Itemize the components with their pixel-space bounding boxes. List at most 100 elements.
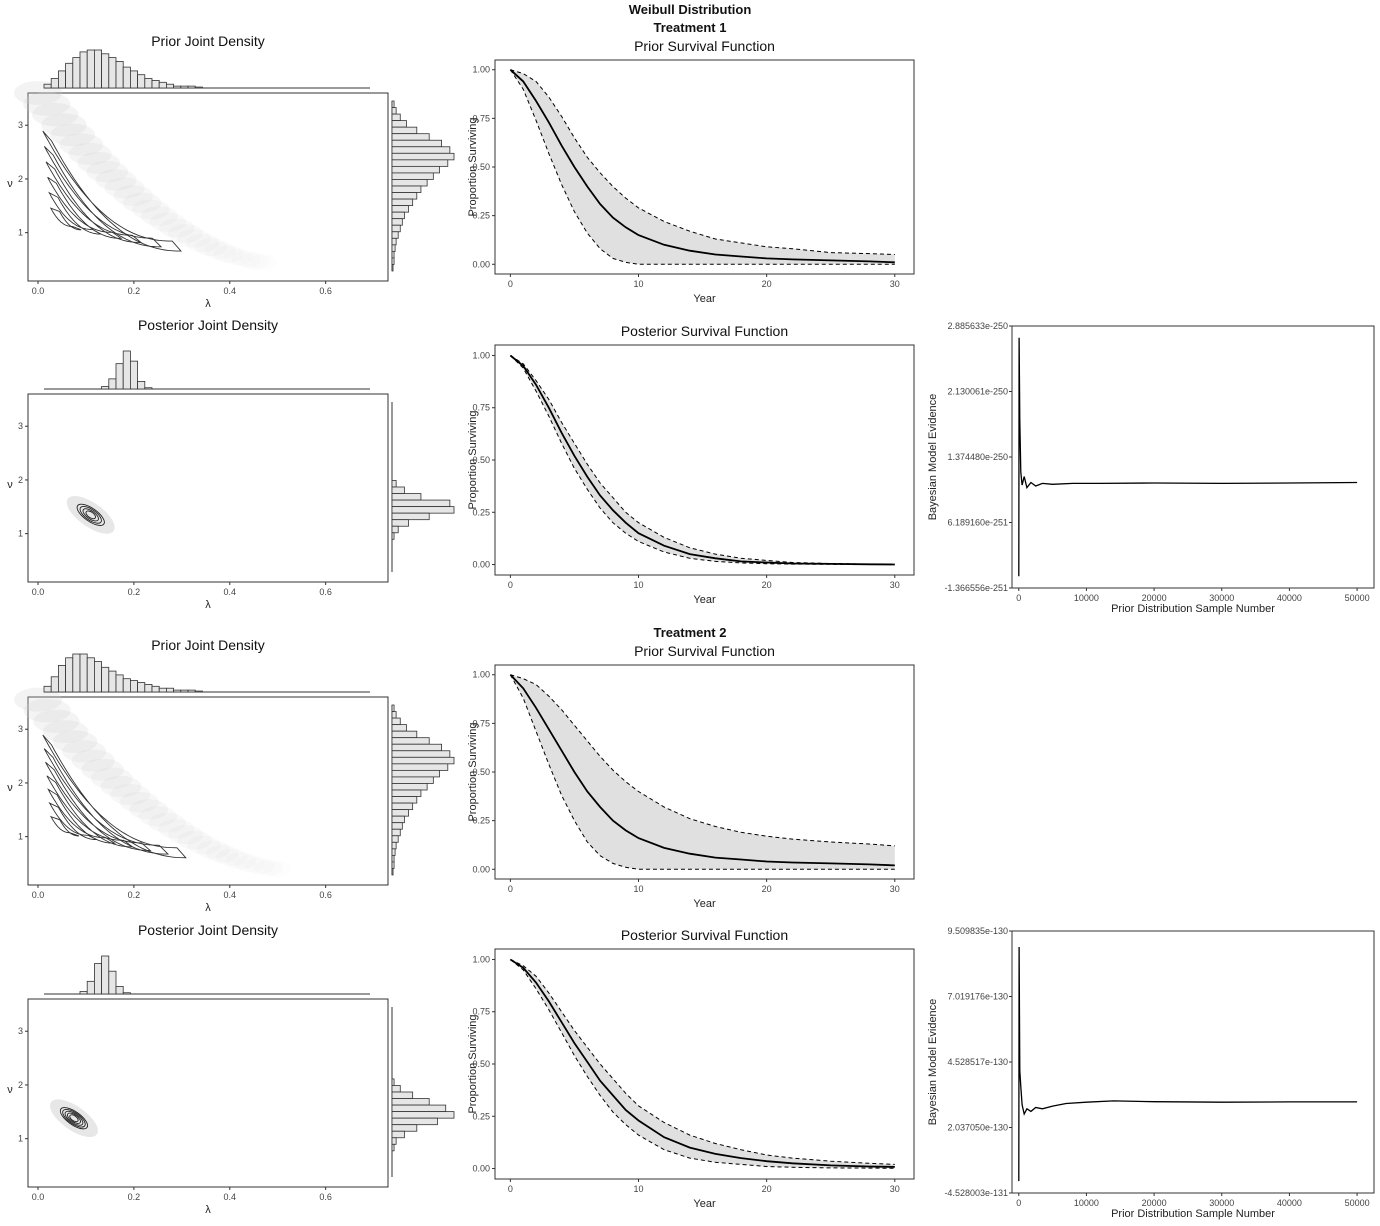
- lambda-histogram-bar: [108, 670, 117, 693]
- lambda-histogram-bar: [115, 986, 124, 995]
- density-blob: [176, 229, 212, 248]
- x-axis-label: λ: [205, 902, 211, 914]
- x-tick-label: 30: [890, 279, 900, 289]
- y-tick-label: 2: [18, 1080, 23, 1090]
- t1-prior-survival-chart: Prior Survival Function 0 10 20 30 0.00 0.25 0.…: [467, 38, 915, 305]
- y-axis-label: Proportion Surviving: [467, 722, 479, 821]
- chart-title: Posterior Joint Density: [138, 317, 278, 333]
- density-blob: [254, 859, 283, 876]
- density-contour: [47, 176, 123, 239]
- x-tick-label: 0.2: [128, 1192, 141, 1202]
- x-tick-label: 0: [1016, 593, 1021, 603]
- density-contour: [45, 161, 143, 244]
- lambda-histogram-bar: [94, 49, 103, 89]
- y-tick-label: 4.528517e-130: [947, 1057, 1008, 1067]
- y-axis-label: Bayesian Model Evidence: [927, 394, 939, 521]
- nu-histogram-bar: [391, 218, 403, 226]
- nu-histogram-bar: [391, 1098, 430, 1106]
- density-blob: [215, 848, 248, 867]
- lambda-histogram-bar: [144, 684, 153, 693]
- nu-histogram-bar: [391, 1143, 395, 1152]
- lambda-histogram-bar: [108, 378, 117, 390]
- y-tick-label: -4.528003e-131: [944, 1188, 1008, 1198]
- nu-histogram-bar: [391, 1091, 414, 1099]
- x-tick-label: 20000: [1142, 1198, 1167, 1208]
- density-blob: [41, 113, 87, 137]
- x-tick-label: 10: [634, 279, 644, 289]
- lambda-histogram-bar: [129, 70, 138, 89]
- nu-histogram-bar: [391, 756, 455, 765]
- density-blob: [177, 830, 213, 850]
- x-tick-label: 0.4: [224, 286, 237, 296]
- y-tick-label: 2.037050e-130: [947, 1123, 1008, 1133]
- density-cloud: [66, 496, 115, 534]
- y-axis-label: ν: [7, 782, 13, 794]
- y-tick-label: 0.50: [472, 1059, 490, 1069]
- lambda-histogram-bar: [122, 992, 131, 995]
- median-survival-line: [509, 958, 895, 1168]
- lambda-histogram-bar: [187, 85, 196, 89]
- nu-histogram-bar: [391, 848, 396, 856]
- lambda-histogram-bar: [43, 685, 52, 693]
- nu-histogram-bar: [391, 107, 397, 115]
- x-tick-label: 0.2: [128, 587, 141, 597]
- chart-title: Prior Survival Function: [634, 38, 775, 54]
- evidence-trace-line: [1018, 946, 1358, 1182]
- density-blob: [204, 242, 236, 260]
- y-tick-label: 0.25: [472, 211, 490, 221]
- density-blob: [23, 92, 71, 116]
- lambda-histogram-bar: [122, 678, 131, 693]
- nu-histogram-bar: [391, 185, 422, 193]
- density-blob: [225, 852, 257, 870]
- nu-histogram-bar: [391, 486, 405, 494]
- evidence-trace-line: [1018, 337, 1358, 577]
- page-title: Weibull Distribution: [628, 2, 752, 17]
- lambda-histogram-bar: [72, 653, 81, 693]
- density-blob: [185, 233, 220, 253]
- nu-histogram-bar: [391, 1085, 401, 1093]
- upper-bound-line: [510, 959, 895, 1165]
- density-contour: [48, 191, 102, 235]
- lower-bound-line: [510, 959, 895, 1169]
- x-tick-label: 30: [890, 1184, 900, 1194]
- nu-histogram-bar: [391, 750, 451, 758]
- nu-histogram-bar: [391, 822, 403, 830]
- density-blob: [263, 860, 292, 877]
- nu-histogram-bar: [391, 841, 397, 850]
- nu-histogram-bar: [391, 146, 451, 154]
- y-tick-label: 0.25: [472, 507, 490, 517]
- nu-histogram-bar: [391, 1111, 455, 1119]
- density-blob: [68, 142, 112, 166]
- y-tick-label: 0.00: [472, 1164, 490, 1174]
- density-blob: [249, 254, 278, 271]
- x-tick-label: 20: [762, 1184, 772, 1194]
- lambda-histogram-bar: [86, 49, 95, 89]
- median-survival-line: [509, 69, 895, 264]
- density-contour: [47, 788, 117, 844]
- density-cloud: [14, 81, 278, 271]
- nu-histogram-bar: [391, 724, 407, 732]
- lambda-histogram-bar: [115, 363, 124, 390]
- chart-title: Prior Joint Density: [151, 637, 265, 653]
- nu-histogram-bar: [391, 480, 397, 488]
- nu-histogram-bar: [391, 737, 430, 745]
- plot-frame: [27, 998, 389, 1188]
- nu-histogram-bar: [391, 711, 397, 719]
- density-blob: [140, 206, 178, 226]
- lambda-histogram-bar: [158, 687, 167, 693]
- y-tick-label: 3: [18, 724, 23, 734]
- t2-prior-joint-chart: Prior Joint Density 0.0 0.2 0.4 0.6 1 2 3 λ ν: [7, 637, 455, 914]
- x-tick-label: 0.4: [224, 1192, 237, 1202]
- t2-prior-survival-chart: Prior Survival Function 0 10 20 30 0.00 0.25 0.…: [467, 643, 915, 910]
- lambda-histogram-bar: [137, 682, 146, 693]
- lambda-histogram-bar: [79, 991, 88, 995]
- x-tick-label: 30000: [1209, 593, 1234, 603]
- nu-histogram-bar: [391, 224, 401, 233]
- t1-posterior-joint-chart: Posterior Joint Density 0.0 0.2 0.4 0.6 1 2 3 λ ν: [7, 317, 455, 611]
- nu-histogram-bar: [391, 1137, 397, 1145]
- t1-evidence-panel: 0 10000 20000 30000 40000 50000 -1.366556e-251…: [920, 316, 1378, 618]
- upper-bound-line: [510, 355, 895, 565]
- plot-frame: [494, 344, 915, 576]
- density-blob: [23, 698, 71, 723]
- x-axis-label: λ: [205, 298, 211, 310]
